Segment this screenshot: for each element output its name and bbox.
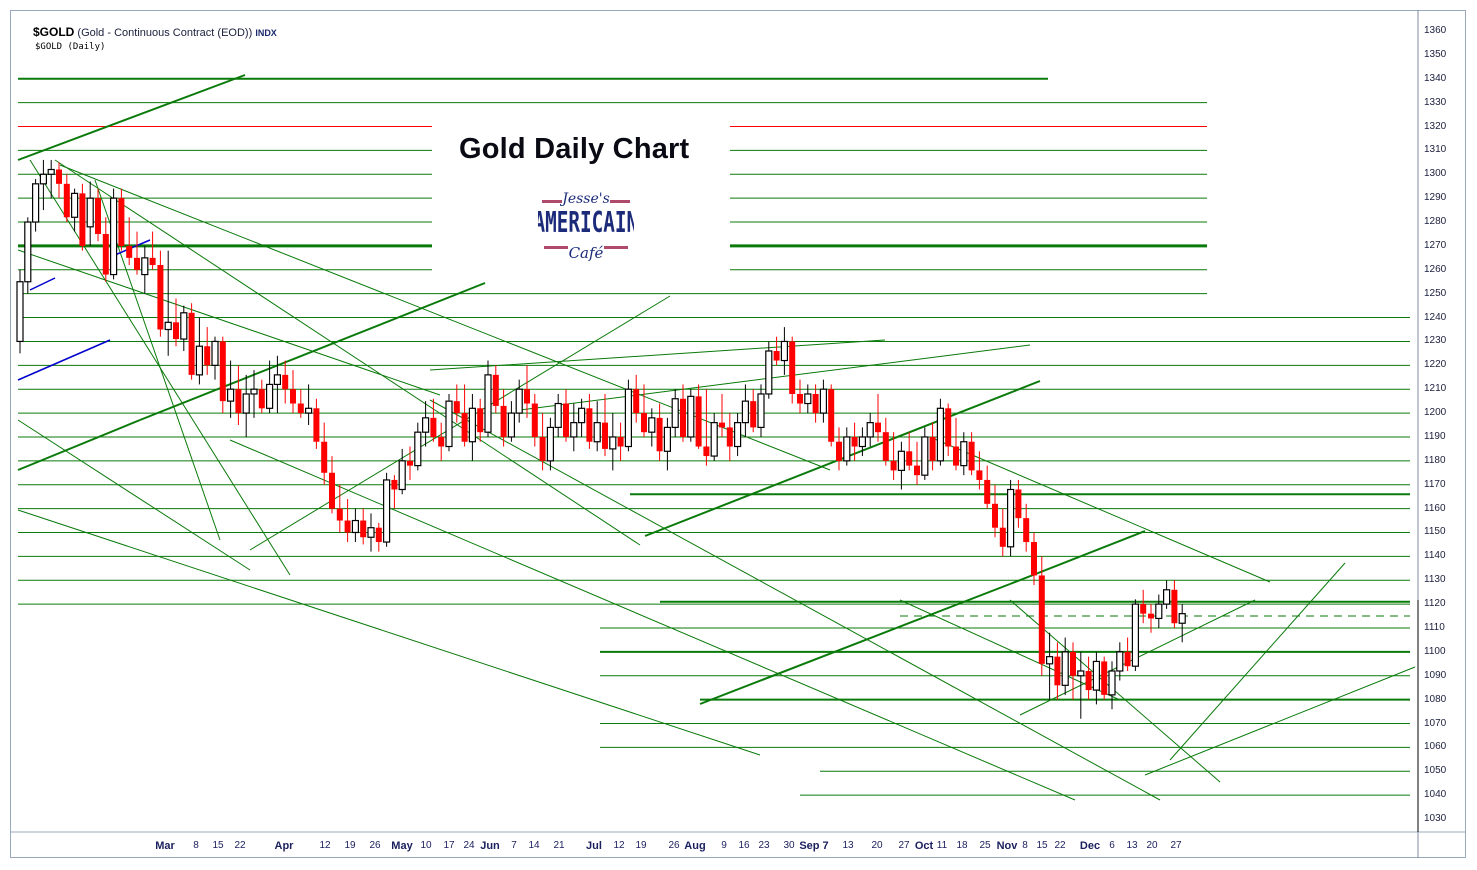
date-tick-label: Sep 7 xyxy=(799,840,829,852)
svg-text:Jesse's: Jesse's xyxy=(559,191,610,207)
date-tick-label: 18 xyxy=(956,840,968,851)
exchange: INDX xyxy=(255,28,277,38)
date-tick-label: 22 xyxy=(234,840,246,851)
date-tick-label: 14 xyxy=(528,840,540,851)
date-tick-label: 12 xyxy=(319,840,331,851)
date-tick-label: 11 xyxy=(936,840,948,851)
price-tick-label: 1230 xyxy=(1424,335,1447,347)
date-tick-label: 25 xyxy=(979,840,991,851)
date-tick-label: 22 xyxy=(1054,840,1066,851)
date-tick-label: 17 xyxy=(443,840,455,851)
price-tick-label: 1100 xyxy=(1424,645,1446,657)
date-tick-label: 26 xyxy=(369,840,381,851)
date-tick-label: Jun xyxy=(480,840,500,852)
date-tick-label: 23 xyxy=(758,840,770,851)
date-tick-label: 13 xyxy=(1126,840,1138,851)
chart-title: Gold Daily Chart xyxy=(459,133,690,165)
chart-subtitle: $GOLD (Daily) xyxy=(35,42,106,52)
price-tick-label: 1030 xyxy=(1424,813,1447,825)
price-tick-label: 1360 xyxy=(1424,25,1447,36)
price-tick-label: 1090 xyxy=(1424,669,1447,681)
price-tick-label: 1140 xyxy=(1424,550,1446,562)
price-tick-label: 1170 xyxy=(1424,478,1446,490)
date-tick-label: 12 xyxy=(613,840,625,851)
price-tick-label: 1330 xyxy=(1424,96,1447,108)
date-tick-label: 27 xyxy=(1170,840,1182,851)
price-tick-label: 1200 xyxy=(1424,407,1447,419)
symbol-description: (Gold - Continuous Contract (EOD)) xyxy=(77,27,253,39)
price-tick-label: 1160 xyxy=(1424,502,1446,514)
price-tick-label: 1180 xyxy=(1424,454,1446,466)
date-tick-label: 7 xyxy=(511,840,517,851)
date-tick-label: 6 xyxy=(1109,840,1115,851)
price-tick-label: 1110 xyxy=(1424,622,1445,633)
price-tick-label: 1290 xyxy=(1424,192,1447,204)
date-tick-label: 19 xyxy=(635,840,647,851)
price-tick-label: 1150 xyxy=(1424,526,1446,538)
date-tick-label: Apr xyxy=(274,840,294,852)
date-tick-label: 9 xyxy=(721,840,727,851)
date-tick-label: May xyxy=(391,840,413,852)
date-tick-label: 30 xyxy=(783,840,795,851)
price-tick-label: 1300 xyxy=(1424,168,1447,180)
price-tick-label: 1280 xyxy=(1424,216,1447,228)
price-tick-label: 1060 xyxy=(1424,741,1447,753)
price-tick-label: 1260 xyxy=(1424,263,1447,275)
date-tick-label: Mar xyxy=(155,840,175,852)
axes xyxy=(10,10,1466,858)
date-tick-label: 24 xyxy=(463,840,475,851)
chart-frame xyxy=(10,10,1466,858)
date-tick-label: 10 xyxy=(420,840,432,851)
price-tick-label: 1210 xyxy=(1424,383,1447,395)
svg-text:Café: Café xyxy=(569,244,604,262)
date-tick-label: 20 xyxy=(871,840,883,851)
price-tick-label: 1340 xyxy=(1424,72,1447,84)
price-tick-label: 1250 xyxy=(1424,287,1447,299)
price-tick-label: 1050 xyxy=(1424,765,1447,777)
price-tick-label: 1270 xyxy=(1424,239,1447,251)
date-tick-label: 8 xyxy=(193,840,199,851)
date-tick-label: 15 xyxy=(212,840,224,851)
price-tick-label: 1120 xyxy=(1424,598,1446,610)
chart-header: $GOLD (Gold - Continuous Contract (EOD))… xyxy=(33,25,277,39)
date-tick-label: 21 xyxy=(553,840,565,851)
svg-text:AMERICAIN: AMERICAIN xyxy=(538,205,634,239)
price-tick-label: 1070 xyxy=(1424,717,1447,729)
price-tick-label: 1220 xyxy=(1424,359,1447,371)
date-tick-label: 8 xyxy=(1022,840,1028,851)
price-tick-label: 1040 xyxy=(1424,789,1447,801)
trendlines xyxy=(17,74,1416,801)
date-tick-label: 15 xyxy=(1036,840,1048,851)
price-tick-label: 1130 xyxy=(1424,574,1446,586)
date-tick-label: Dec xyxy=(1079,840,1101,852)
price-tick-label: 1350 xyxy=(1424,48,1447,60)
price-tick-label: 1320 xyxy=(1424,120,1447,132)
date-tick-label: 19 xyxy=(344,840,356,851)
date-tick-label: Oct xyxy=(914,840,934,852)
date-tick-label: Aug xyxy=(684,840,706,852)
candlesticks xyxy=(16,159,1186,719)
price-tick-label: 1080 xyxy=(1424,693,1447,705)
date-tick-label: Jul xyxy=(586,840,602,852)
symbol: $GOLD xyxy=(33,25,75,39)
price-tick-label: 1310 xyxy=(1424,144,1447,156)
price-tick-label: 1190 xyxy=(1424,430,1446,442)
date-tick-label: 13 xyxy=(842,840,854,851)
date-tick-label: 27 xyxy=(898,840,910,851)
date-tick-label: Nov xyxy=(996,840,1018,852)
date-tick-label: 20 xyxy=(1146,840,1158,851)
jesses-americain-cafe-logo: Jesse's AMERICAIN Café xyxy=(538,191,634,262)
date-tick-label: 26 xyxy=(668,840,680,851)
price-tick-label: 1240 xyxy=(1424,311,1447,323)
date-tick-label: 16 xyxy=(738,840,750,851)
